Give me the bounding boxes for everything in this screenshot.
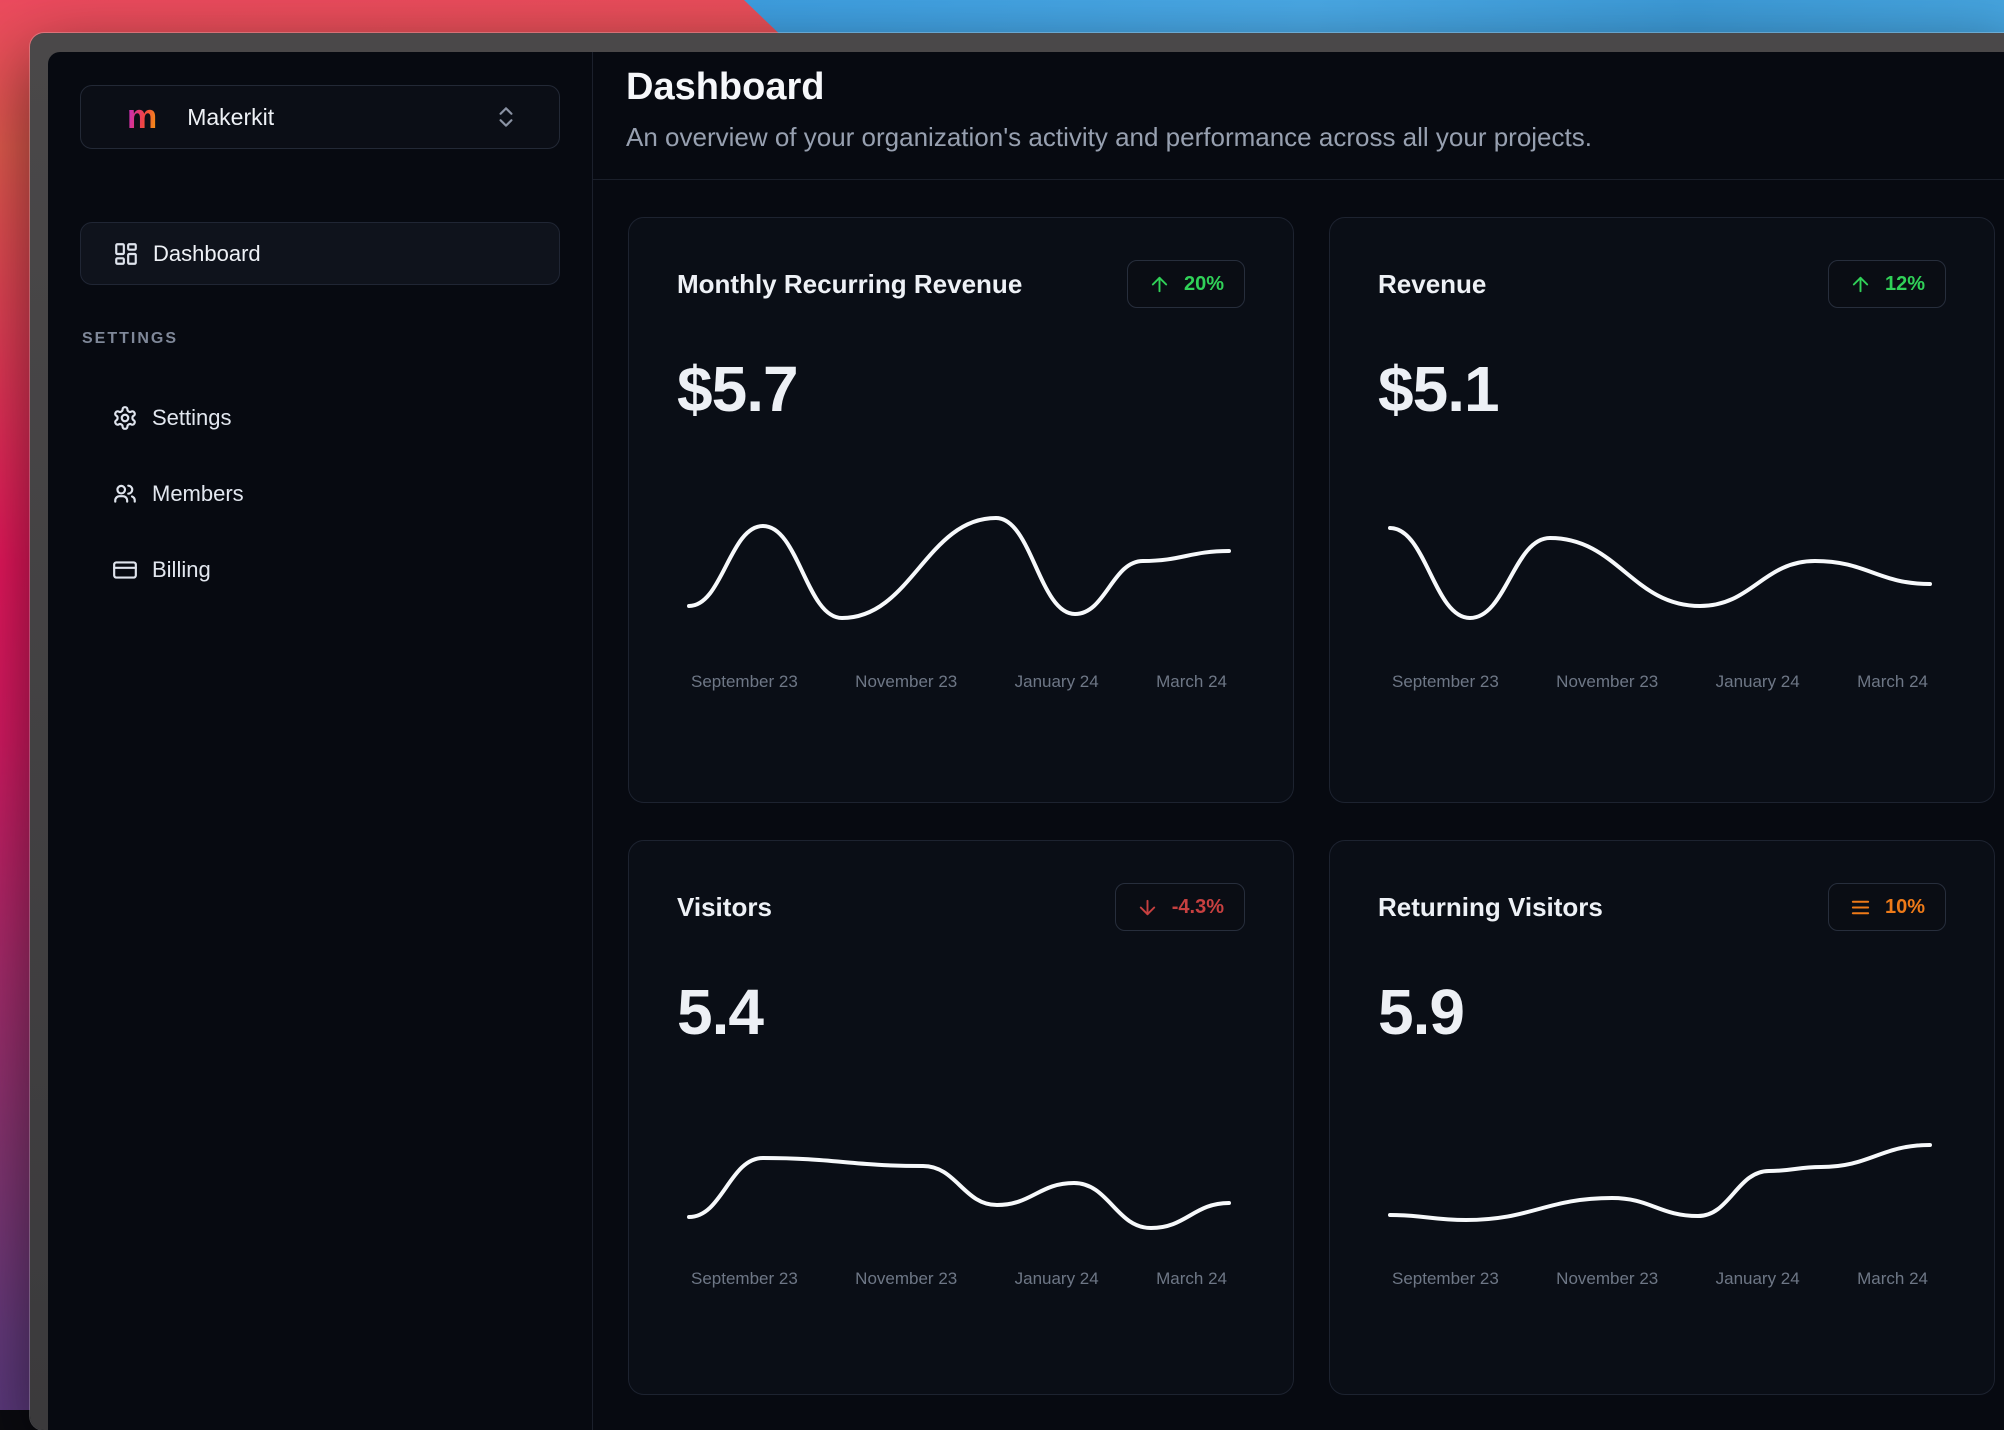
members-icon: [112, 481, 138, 507]
metric-card: Revenue 12% $5.1 September 23 November 23…: [1329, 217, 1995, 803]
metric-cards-grid: Monthly Recurring Revenue 20% $5.7 Septe…: [628, 217, 1995, 1395]
x-axis-label: January 24: [1014, 1269, 1099, 1288]
page-header: Dashboard An overview of your organizati…: [593, 52, 2004, 180]
trend-badge-value: 10%: [1884, 895, 1925, 918]
menu-icon: [1849, 896, 1872, 919]
trend-badge-value: 20%: [1183, 272, 1224, 295]
arrow-up-icon: [1148, 273, 1171, 296]
window-titlebar[interactable]: [30, 33, 2004, 52]
card-value: 5.4: [677, 976, 764, 1048]
card-title: Monthly Recurring Revenue: [677, 268, 1023, 299]
x-axis-label: March 24: [1857, 672, 1928, 691]
x-axis-label: January 24: [1715, 672, 1800, 691]
page-title: Dashboard: [626, 66, 825, 108]
x-axis-label: March 24: [1156, 672, 1227, 691]
x-axis-labels: September 23 November 23 January 24 March 2…: [689, 1269, 1229, 1289]
x-axis-label: March 24: [1156, 1269, 1227, 1288]
trend-badge: 20%: [1126, 260, 1245, 308]
card-title: Returning Visitors: [1378, 891, 1603, 922]
metric-card: Returning Visitors 10% 5.9 September 23 N…: [1329, 840, 1995, 1395]
sidebar-item-label: Settings: [152, 405, 232, 430]
sidebar-item-dashboard[interactable]: Dashboard: [80, 222, 560, 285]
card-title: Revenue: [1378, 268, 1487, 299]
x-axis-label: November 23: [1556, 672, 1659, 691]
x-axis-label: September 23: [691, 1269, 798, 1288]
sparkline-chart: September 23 November 23 January 24 March 2…: [1388, 1103, 1932, 1289]
sidebar-section-settings: SETTINGS: [82, 330, 179, 347]
x-axis-label: September 23: [691, 672, 798, 691]
x-axis-label: September 23: [1392, 1269, 1499, 1288]
sparkline-chart: September 23 November 23 January 24 March 2…: [1388, 506, 1932, 692]
x-axis-label: September 23: [1392, 672, 1499, 691]
settings-nav: Settings Members Billing: [80, 390, 560, 598]
sidebar-item-label: Members: [152, 481, 244, 506]
trend-badge-value: -4.3%: [1171, 895, 1224, 918]
app-content: m Makerkit Dashboard SETTINGS Settings M…: [48, 52, 2004, 1430]
sidebar: m Makerkit Dashboard SETTINGS Settings M…: [48, 52, 593, 1430]
card-title: Visitors: [677, 891, 772, 922]
sidebar-item-billing[interactable]: Billing: [80, 542, 560, 598]
x-axis-labels: September 23 November 23 January 24 March 2…: [689, 672, 1229, 692]
sidebar-item-settings[interactable]: Settings: [80, 390, 560, 446]
metric-card: Visitors -4.3% 5.4 September 23 November …: [628, 840, 1294, 1395]
sparkline-chart: September 23 November 23 January 24 March 2…: [687, 506, 1231, 692]
workspace-selector[interactable]: m Makerkit: [80, 85, 560, 149]
arrow-down-icon: [1136, 896, 1159, 919]
billing-icon: [112, 557, 138, 583]
x-axis-labels: September 23 November 23 January 24 March 2…: [1390, 1269, 1930, 1289]
trend-badge: 12%: [1827, 260, 1946, 308]
trend-badge: -4.3%: [1114, 883, 1245, 931]
x-axis-label: November 23: [1556, 1269, 1659, 1288]
trend-badge: 10%: [1827, 883, 1946, 931]
x-axis-label: November 23: [855, 672, 958, 691]
sparkline-chart: September 23 November 23 January 24 March 2…: [687, 1103, 1231, 1289]
x-axis-label: January 24: [1014, 672, 1099, 691]
app-window: m Makerkit Dashboard SETTINGS Settings M…: [30, 33, 2004, 1430]
sidebar-item-members[interactable]: Members: [80, 466, 560, 522]
chevrons-up-down-icon: [493, 104, 519, 130]
x-axis-label: January 24: [1715, 1269, 1800, 1288]
makerkit-logo: m: [127, 98, 158, 136]
sidebar-item-label: Billing: [152, 557, 211, 582]
metric-card: Monthly Recurring Revenue 20% $5.7 Septe…: [628, 217, 1294, 803]
trend-badge-value: 12%: [1884, 272, 1925, 295]
arrow-up-icon: [1849, 273, 1872, 296]
x-axis-label: November 23: [855, 1269, 958, 1288]
dashboard-icon: [113, 241, 139, 267]
workspace-name: Makerkit: [187, 103, 275, 130]
card-value: $5.7: [677, 353, 799, 425]
x-axis-labels: September 23 November 23 January 24 March 2…: [1390, 672, 1930, 692]
sidebar-item-label: Dashboard: [153, 240, 261, 266]
card-value: 5.9: [1378, 976, 1465, 1048]
card-value: $5.1: [1378, 353, 1500, 425]
main-content: Dashboard An overview of your organizati…: [593, 52, 2004, 1430]
page-subtitle: An overview of your organization's activ…: [626, 122, 1592, 152]
x-axis-label: March 24: [1857, 1269, 1928, 1288]
settings-icon: [112, 405, 138, 431]
